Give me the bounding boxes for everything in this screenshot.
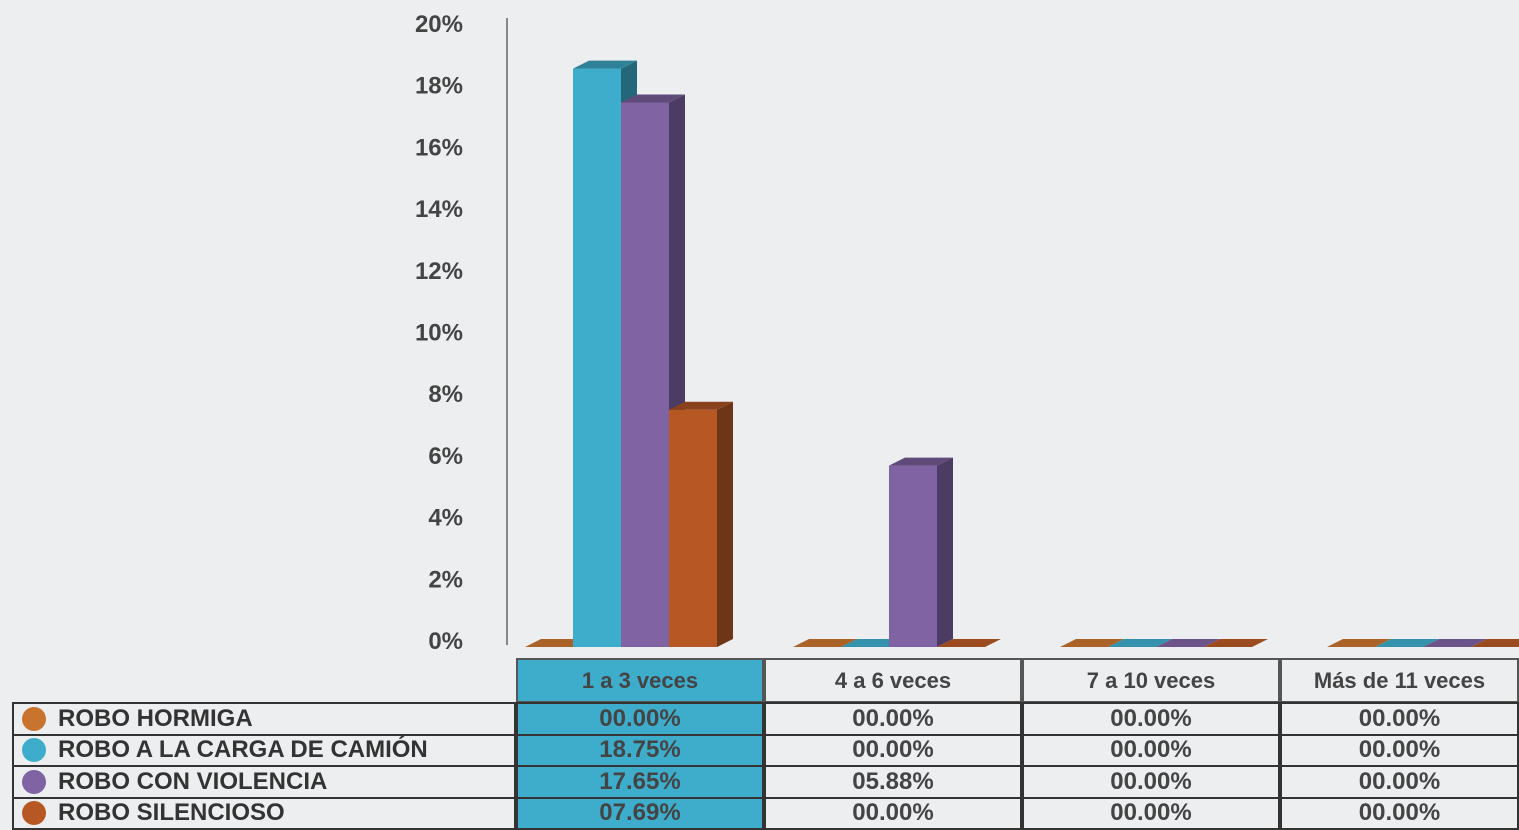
data-label: 00.00%	[1022, 702, 1280, 736]
data-label: 00.00%	[1022, 765, 1280, 799]
legend-entry: ROBO SILENCIOSO	[12, 797, 516, 830]
legend-marker	[22, 738, 46, 762]
data-label: 00.00%	[1280, 797, 1519, 830]
x-tick-label: 1 a 3 veces	[516, 658, 764, 703]
data-label: 05.88%	[764, 765, 1022, 799]
data-label: 07.69%	[516, 797, 764, 830]
y-tick-label: 10%	[415, 320, 463, 347]
data-label: 00.00%	[764, 702, 1022, 736]
legend-marker	[22, 707, 46, 731]
legend-entry: ROBO HORMIGA	[12, 702, 516, 736]
data-label: 00.00%	[764, 797, 1022, 830]
data-label: 00.00%	[1280, 734, 1519, 768]
x-tick-label: 4 a 6 veces	[764, 658, 1022, 703]
data-label: 00.00%	[764, 734, 1022, 768]
y-tick-label: 12%	[415, 258, 463, 285]
legend-label: ROBO SILENCIOSO	[58, 799, 285, 827]
x-tick-label: 7 a 10 veces	[1022, 658, 1280, 703]
x-tick-label: Más de 11 veces	[1280, 658, 1519, 703]
y-tick-label: 18%	[415, 73, 463, 100]
bars	[525, 61, 1519, 647]
y-tick-label: 16%	[415, 134, 463, 161]
data-label: 00.00%	[1280, 765, 1519, 799]
y-tick-label: 6%	[428, 443, 463, 470]
legend-entry: ROBO A LA CARGA DE CAMIÓN	[12, 734, 516, 768]
data-label: 18.75%	[516, 734, 764, 768]
y-tick-label: 20%	[415, 11, 463, 38]
data-label: 00.00%	[516, 702, 764, 736]
legend-label: ROBO HORMIGA	[58, 705, 253, 733]
data-label: 00.00%	[1022, 734, 1280, 768]
y-tick-label: 2%	[428, 566, 463, 593]
legend-entry: ROBO CON VIOLENCIA	[12, 765, 516, 799]
y-axis: 0% 2% 4% 6% 8% 10% 12% 14% 16% 18% 20%	[415, 11, 507, 655]
legend-marker	[22, 770, 46, 794]
chart-plot: 0% 2% 4% 6% 8% 10% 12% 14% 16% 18% 20%	[0, 0, 1519, 660]
bar	[889, 458, 953, 647]
y-tick-label: 4%	[428, 505, 463, 532]
y-tick-label: 8%	[428, 381, 463, 408]
legend-label: ROBO CON VIOLENCIA	[58, 768, 327, 796]
data-label: 00.00%	[1022, 797, 1280, 830]
data-label: 17.65%	[516, 765, 764, 799]
legend-label: ROBO A LA CARGA DE CAMIÓN	[58, 736, 428, 764]
y-tick-label: 0%	[428, 628, 463, 655]
y-tick-label: 14%	[415, 196, 463, 223]
data-label: 00.00%	[1280, 702, 1519, 736]
bar	[669, 402, 733, 647]
